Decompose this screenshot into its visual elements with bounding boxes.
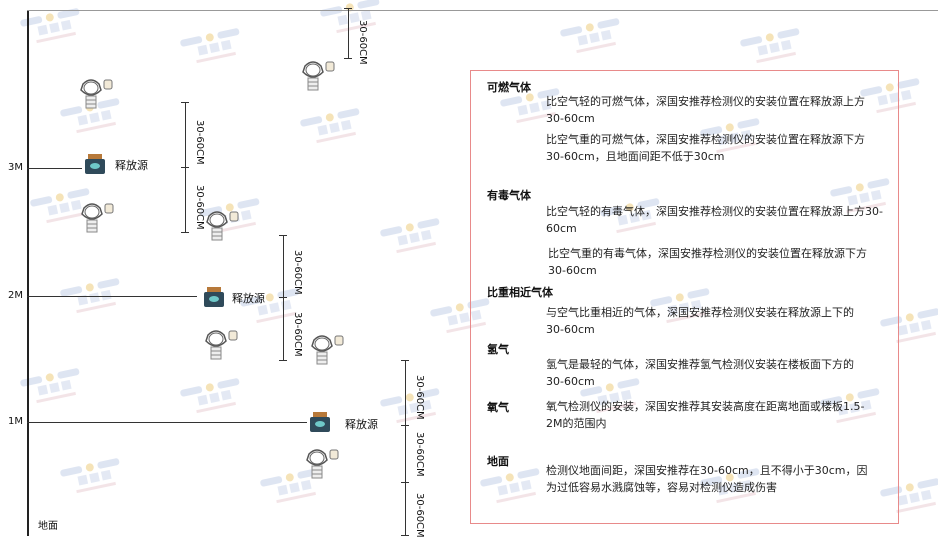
watermark-logo [557, 12, 642, 62]
watermark-logo [177, 22, 262, 72]
dimension-label: 30-60CM [414, 375, 425, 420]
legend-ground-title: 地面 [487, 455, 509, 468]
dimension-tick [401, 360, 409, 361]
legend-similar-text: 与空气比重相近的气体，深国安推荐检测仪安装在释放源上下的30-60cm [546, 306, 854, 336]
dimension-tick [401, 425, 409, 426]
legend-toxic-light: 比空气轻的有毒气体，深国安推荐检测仪的安装位置在释放源上方30-60cm [546, 205, 883, 235]
watermark-logo [737, 22, 822, 72]
gas-detector-icon [204, 327, 238, 363]
gas-detector-icon [80, 200, 114, 236]
watermark-logo [57, 272, 142, 322]
source-label-2: 释放源 [232, 292, 265, 305]
legend-hydrogen-title: 氢气 [487, 343, 509, 356]
dimension-label: 30-60CM [194, 185, 205, 230]
watermark-logo [377, 212, 462, 262]
gas-detector-icon [79, 76, 113, 112]
dimension-line [405, 360, 406, 535]
legend-combustible-title: 可燃气体 [487, 81, 531, 94]
release-source-icon [309, 412, 331, 432]
legend-hydrogen-text: 氢气是最轻的气体，深国安推荐氢气检测仪安装在楼板面下方的30-60cm [546, 358, 854, 388]
level-1m: 1M [8, 416, 23, 427]
gas-detector-icon [301, 58, 335, 94]
watermark-logo [297, 102, 382, 152]
dimension-label: 30-60CM [357, 20, 368, 65]
legend-oxygen-text: 氧气检测仪的安装，深国安推荐其安装高度在距离地面或楼板1.5-2M的范围内 [546, 400, 865, 430]
dimension-label: 30-60CM [292, 250, 303, 295]
dimension-label: 30-60CM [292, 312, 303, 357]
dimension-tick [401, 482, 409, 483]
legend-box: 可燃气体 比空气轻的可燃气体，深国安推荐检测仪的安装位置在释放源上方30-60c… [470, 70, 899, 524]
legend-combustible-heavy: 比空气重的可燃气体，深国安推荐检测仪的安装位置在释放源下方30-60cm，且地面… [546, 133, 865, 163]
dimension-tick [344, 8, 352, 9]
release-source-icon [203, 287, 225, 307]
gas-detector-icon [305, 446, 339, 482]
ground-label: 地面 [38, 521, 58, 532]
watermark-logo [57, 452, 142, 502]
dimension-line [348, 8, 349, 58]
level-1m-line [27, 422, 307, 423]
watermark-logo [17, 362, 102, 412]
legend-toxic-heavy: 比空气重的有毒气体，深国安推荐检测仪的安装位置在释放源下方30-60cm [548, 247, 867, 277]
dimension-tick [181, 167, 189, 168]
level-3m: 3M [8, 162, 23, 173]
release-source-icon [84, 154, 106, 174]
wall-line [27, 10, 29, 536]
legend-combustible-light: 比空气轻的可燃气体，深国安推荐检测仪的安装位置在释放源上方30-60cm [546, 95, 865, 125]
level-2m-line [27, 296, 197, 297]
source-label-3: 释放源 [345, 418, 378, 431]
gas-detector-icon [205, 208, 239, 244]
dimension-tick [279, 297, 287, 298]
watermark-logo [177, 372, 262, 422]
dimension-tick [344, 58, 352, 59]
dimension-tick [279, 360, 287, 361]
level-3m-line [27, 168, 82, 169]
ceiling-line [27, 10, 938, 11]
source-label-1: 释放源 [115, 159, 148, 172]
legend-toxic-title: 有毒气体 [487, 189, 531, 202]
level-2m: 2M [8, 290, 23, 301]
dimension-label: 30-60CM [414, 493, 425, 538]
legend-ground-text: 检测仪地面间距，深国安推荐在30-60cm，且不得小于30cm，因为过低容易水溅… [546, 464, 868, 494]
dimension-tick [279, 235, 287, 236]
dimension-tick [401, 535, 409, 536]
dimension-tick [181, 102, 189, 103]
legend-similar-title: 比重相近气体 [487, 286, 553, 299]
dimension-label: 30-60CM [194, 120, 205, 165]
dimension-tick [181, 232, 189, 233]
dimension-label: 30-60CM [414, 432, 425, 477]
legend-oxygen-title: 氧气 [487, 401, 509, 414]
gas-detector-icon [310, 332, 344, 368]
